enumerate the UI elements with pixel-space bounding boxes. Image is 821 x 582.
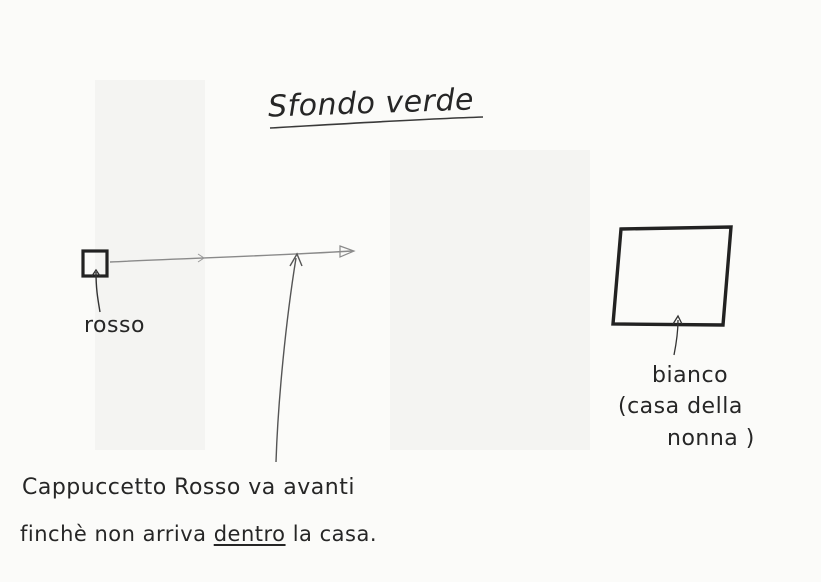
white-square-note-line1: (casa della [618,394,743,419]
white-square [611,225,733,327]
red-square [81,249,109,278]
red-square-pointer-head [91,268,101,277]
red-square-label: rosso [84,313,145,338]
movement-arrow [109,250,353,263]
caption-line-2-start: finchè non arriva [20,522,214,546]
title-underline [269,116,484,129]
caption-line-1: Cappuccetto Rosso va avanti [22,475,355,500]
caption-pointer-head [289,252,303,267]
paper-bleed-center [390,150,590,450]
movement-arrow-head [339,245,356,258]
caption-emphasis-word: dentro [213,522,286,546]
white-square-pointer [673,319,679,356]
caption-line-2-end: la casa. [285,522,377,546]
title-text: Sfondo verde [267,82,475,125]
white-square-label: bianco [652,363,729,388]
white-square-pointer-head [672,314,683,325]
red-square-pointer [95,271,101,313]
movement-arrow-tick [197,253,205,263]
paper-bleed-left [95,80,205,450]
caption-line-2: finchè non arriva dentro la casa. [20,522,377,546]
white-square-note-line2: nonna ) [667,426,755,451]
caption-pointer [275,257,297,463]
